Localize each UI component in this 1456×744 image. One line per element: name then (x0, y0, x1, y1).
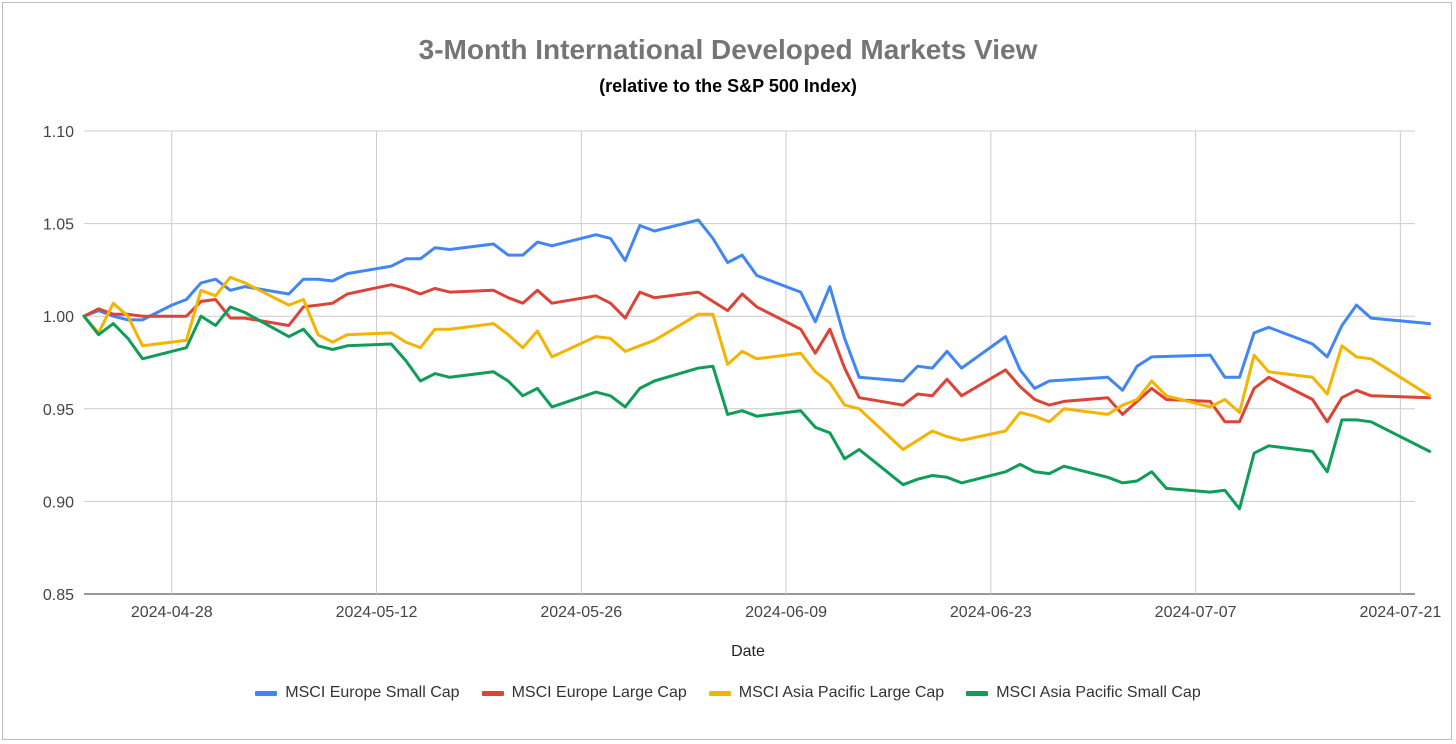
legend-label: MSCI Asia Pacific Large Cap (738, 684, 945, 701)
x-axis-ticks: 2024-04-28 2024-05-12 2024-05-26 2024-06-09… (131, 604, 1442, 621)
series-line-msci-europe-large-cap (82, 283, 1432, 424)
x-tick-label: 2024-07-21 (1359, 604, 1441, 621)
legend-swatch (481, 690, 504, 696)
y-tick-label: 0.90 (43, 494, 74, 511)
y-tick-label: 1.05 (43, 217, 74, 234)
x-tick-label: 2024-05-12 (336, 604, 418, 621)
y-tick-label: 1.00 (43, 309, 74, 326)
chart-subtitle: (relative to the S&P 500 Index) (599, 76, 857, 96)
y-tick-label: 0.95 (43, 402, 74, 419)
x-tick-label: 2024-06-23 (950, 604, 1032, 621)
chart-title: 3-Month International Developed Markets … (418, 34, 1038, 65)
legend-item-asia-pacific-large-cap: MSCI Asia Pacific Large Cap (708, 684, 945, 702)
legend: MSCI Europe Small Cap MSCI Europe Large … (0, 684, 1456, 702)
gridlines (84, 130, 1415, 595)
x-tick-label: 2024-06-09 (745, 604, 827, 621)
legend-label: MSCI Europe Large Cap (511, 684, 687, 701)
series-line-msci-asia-pacific-large-cap (82, 275, 1432, 451)
x-tick-label: 2024-07-07 (1155, 604, 1237, 621)
y-tick-label: 1.10 (43, 124, 74, 141)
x-tick-label: 2024-04-28 (131, 604, 213, 621)
series-line-msci-asia-pacific-small-cap (82, 305, 1432, 511)
legend-swatch (708, 690, 731, 696)
legend-item-europe-large-cap: MSCI Europe Large Cap (481, 684, 687, 702)
legend-swatch (966, 690, 989, 696)
x-axis-label: Date (731, 643, 765, 660)
legend-item-europe-small-cap: MSCI Europe Small Cap (255, 684, 460, 702)
series-line-msci-europe-small-cap (82, 218, 1432, 392)
series-lines (82, 218, 1432, 511)
legend-swatch (255, 690, 278, 696)
x-tick-label: 2024-05-26 (540, 604, 622, 621)
legend-item-asia-pacific-small-cap: MSCI Asia Pacific Small Cap (966, 684, 1201, 702)
y-axis-ticks: 0.85 0.90 0.95 1.00 1.05 1.10 (43, 124, 74, 604)
legend-label: MSCI Asia Pacific Small Cap (996, 684, 1201, 701)
y-tick-label: 0.85 (43, 587, 74, 604)
legend-label: MSCI Europe Small Cap (285, 684, 460, 701)
